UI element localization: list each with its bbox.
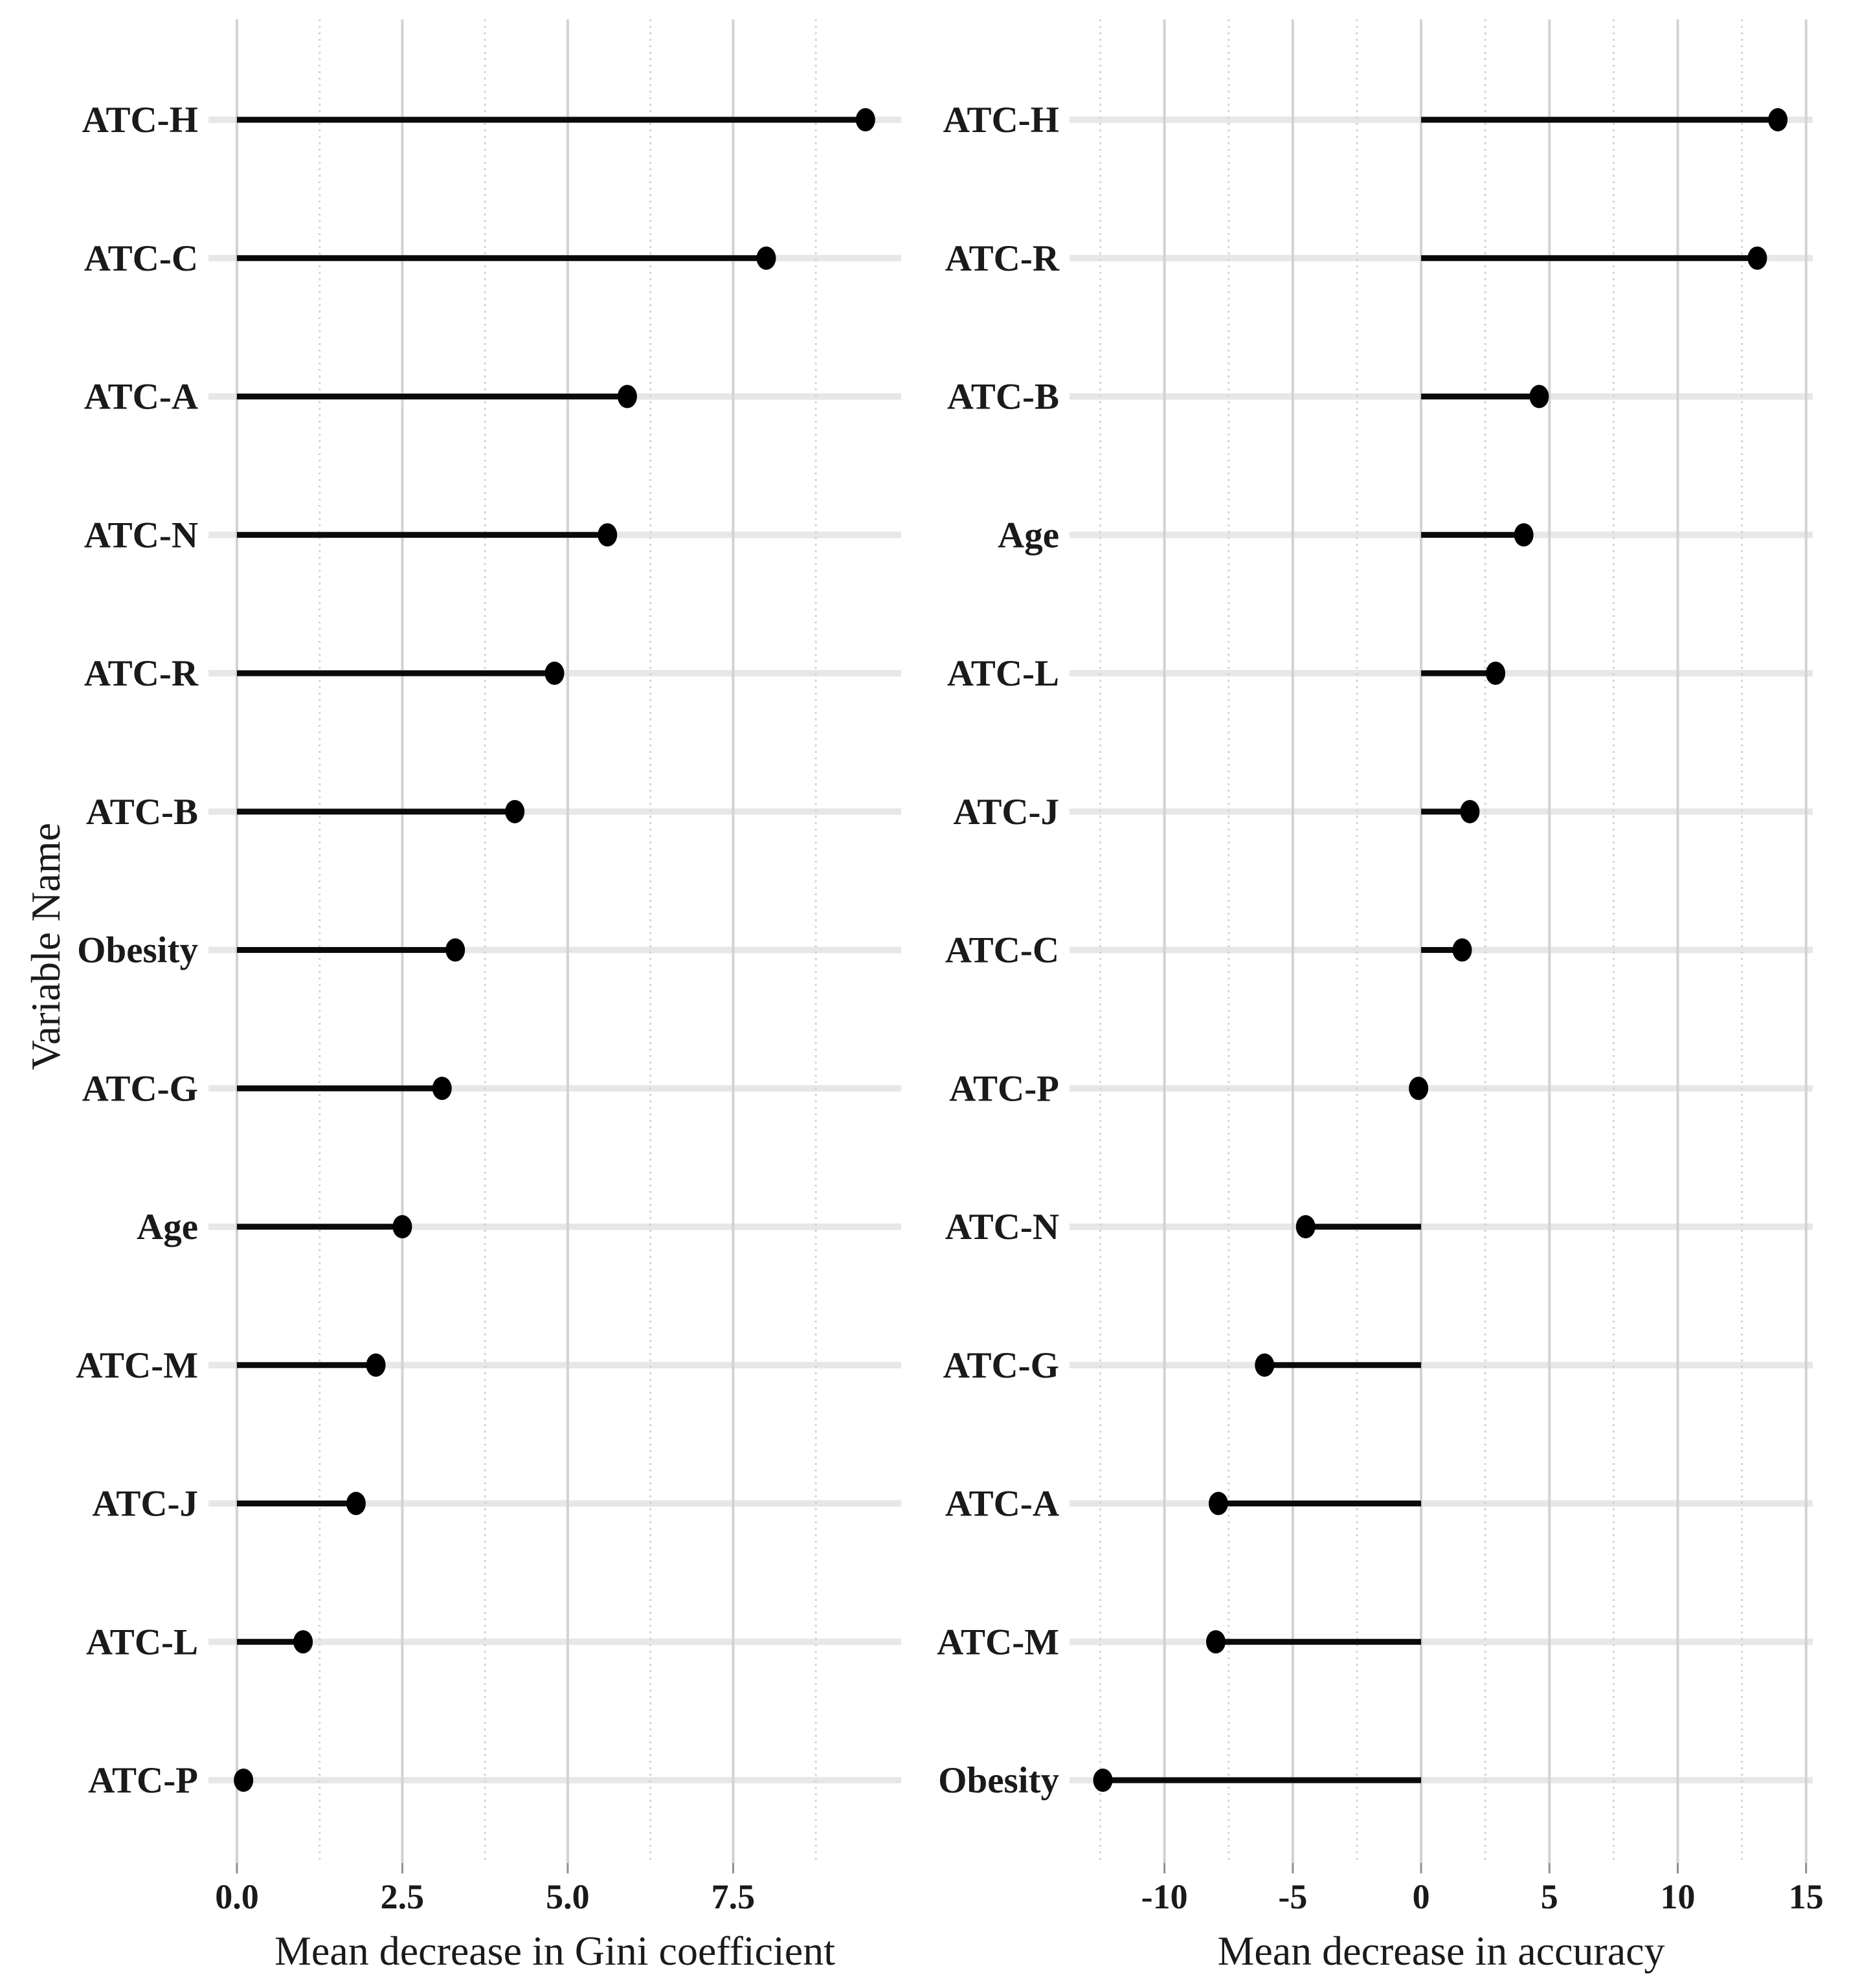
data-point [1409,1077,1429,1100]
x-tick-label: 7.5 [712,1877,756,1916]
accuracy-panel: -10 -5 0 5 10 15 ATC-H ATC-R ATC-B Age ATC-L ATC-J A… [937,19,1824,1974]
category-label: ATC-N [84,515,198,555]
x-tick-label: 0 [1413,1877,1430,1916]
category-label: ATC-L [947,653,1059,694]
category-label: Age [998,515,1059,555]
category-label: ATC-H [82,100,198,140]
data-point [293,1630,313,1654]
data-point [1514,523,1534,547]
category-label: ATC-G [943,1345,1059,1386]
data-point [1295,1215,1316,1238]
data-point [1529,385,1549,408]
x-tick-label: -5 [1278,1877,1307,1916]
x-axis-title: Mean decrease in Gini coefficient [275,1928,835,1974]
category-label: ATC-J [953,792,1059,832]
data-point [1768,108,1788,131]
category-label: ATC-M [76,1345,198,1386]
category-label: ATC-P [88,1760,198,1801]
data-point [756,246,776,270]
category-label: ATC-N [945,1207,1059,1247]
category-label: ATC-A [84,377,198,418]
data-point [1747,246,1767,270]
data-point [1460,799,1480,823]
category-label: ATC-R [84,653,199,694]
category-label: ATC-J [92,1484,198,1525]
category-label: ATC-G [82,1068,198,1109]
data-point [1208,1491,1228,1515]
data-point [1486,662,1506,685]
x-tick-label: 5.0 [546,1877,590,1916]
category-label: ATC-B [86,792,198,832]
data-point [598,523,618,547]
category-label: ATC-R [945,238,1060,279]
x-tick-label: 5 [1541,1877,1558,1916]
x-tick-label: 2.5 [381,1877,425,1916]
x-tick-label: -10 [1141,1877,1188,1916]
category-label: Age [137,1207,198,1247]
category-label: ATC-L [86,1622,198,1662]
data-point [445,938,465,962]
category-label: ATC-C [945,930,1059,971]
data-point [544,662,565,685]
data-point [1093,1769,1113,1792]
category-label: ATC-M [937,1622,1059,1662]
y-axis-title: Variable Name [23,823,69,1070]
data-point [1452,938,1472,962]
data-point [346,1491,366,1515]
category-label: ATC-A [945,1484,1059,1525]
data-point [855,108,875,131]
x-axis-title: Mean decrease in accuracy [1217,1928,1664,1974]
category-label: ATC-P [949,1068,1059,1109]
data-point [617,385,637,408]
gini-panel: 0.0 2.5 5.0 7.5 ATC-H ATC-C ATC-A ATC-N ATC-R ATC… [23,19,901,1974]
category-label: ATC-H [943,100,1059,140]
data-point [505,799,525,823]
data-point [366,1353,386,1377]
category-label: ATC-B [947,377,1059,418]
x-tick-label: 10 [1660,1877,1695,1916]
x-tick-label: 0.0 [215,1877,259,1916]
data-point [392,1215,412,1238]
data-point [234,1769,254,1792]
category-label: ATC-C [84,238,198,279]
data-point [432,1077,452,1100]
data-point [1255,1353,1275,1377]
category-label: Obesity [77,930,198,971]
category-label: Obesity [938,1760,1059,1801]
x-tick-label: 15 [1789,1877,1824,1916]
data-point [1205,1630,1226,1654]
